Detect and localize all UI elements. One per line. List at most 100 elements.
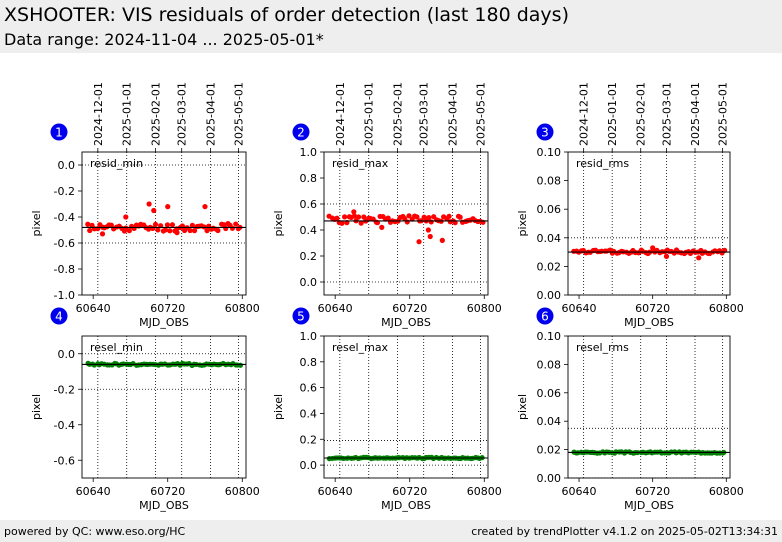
data-point <box>351 213 358 219</box>
data-point <box>189 222 195 228</box>
y-tick-label: 0.00 <box>537 289 562 302</box>
panel-badge-number: 4 <box>55 310 63 324</box>
x-tick-label: 60640 <box>562 302 597 315</box>
y-tick-label: 0.8 <box>300 356 318 369</box>
data-point <box>87 227 93 234</box>
data-point <box>169 222 176 228</box>
data-point-outlier <box>165 204 171 210</box>
plot-frame <box>323 335 489 479</box>
data-point <box>426 215 432 221</box>
y-tick-label: 0.04 <box>537 415 562 428</box>
panel-badge-number: 3 <box>541 126 549 140</box>
data-point-outlier <box>439 237 445 243</box>
y-tick-label: -0.4 <box>54 419 75 432</box>
chart-panel-3: 0.00 0.02 0.04 0.06 0.08 0.10 60640 60720 60800 M… <box>516 82 744 329</box>
panel-label: resid_min <box>90 157 143 170</box>
y-tick-label: 0.00 <box>537 472 562 485</box>
y-tick-label: 0.08 <box>537 175 562 188</box>
date-tick-label: 2025-03-01 <box>176 82 189 146</box>
x-tick-label: 60800 <box>467 302 502 315</box>
y-tick-label: -0.6 <box>54 454 75 467</box>
x-tick-label: 60800 <box>225 485 260 498</box>
data-point <box>167 228 173 234</box>
data-point <box>358 220 364 226</box>
date-tick-label: 2025-01-01 <box>606 82 619 146</box>
x-tick-label: 60640 <box>76 485 111 498</box>
date-tick-label: 2025-04-01 <box>689 82 702 146</box>
date-tick-label: 2025-04-01 <box>205 82 218 146</box>
x-tick-label: 60640 <box>562 485 597 498</box>
date-tick-label: 2025-03-01 <box>660 82 673 146</box>
data-point-outlier <box>202 204 208 210</box>
data-point-outlier <box>379 224 385 230</box>
date-tick-label: 2025-02-01 <box>150 82 163 146</box>
x-tick-label: 60800 <box>709 485 744 498</box>
date-tick-label: 2025-04-01 <box>447 82 460 146</box>
data-point <box>446 213 452 219</box>
panel-label: resel_min <box>90 341 143 354</box>
x-tick-label: 60720 <box>150 485 185 498</box>
header-bar: XSHOOTER: VIS residuals of order detecti… <box>0 0 782 53</box>
panel-badge <box>536 123 554 141</box>
data-range-subtitle: Data range: 2024-11-04 ... 2025-05-01* <box>4 30 324 49</box>
plot-frame <box>81 335 247 479</box>
panel-badge <box>536 307 554 325</box>
x-tick-label: 60800 <box>709 302 744 315</box>
data-point <box>237 362 244 368</box>
y-axis-label: pixel <box>30 210 43 236</box>
date-tick-label: 2025-03-01 <box>418 82 431 146</box>
y-tick-label: 0.0 <box>300 276 318 289</box>
data-point-outlier <box>146 201 152 207</box>
data-point <box>152 221 159 228</box>
x-tick-label: 60640 <box>76 302 111 315</box>
data-point <box>339 220 345 226</box>
data-point <box>85 221 91 227</box>
panel-badge-number: 5 <box>297 310 305 324</box>
data-point-outlier <box>696 255 702 261</box>
date-tick-label: 2024-12-01 <box>92 82 105 146</box>
date-tick-label: 2025-02-01 <box>635 82 648 146</box>
x-tick-label: 60640 <box>318 485 353 498</box>
plot-frame <box>567 151 731 296</box>
y-tick-label: 0.10 <box>537 330 562 343</box>
chart-panel-2: 0.0 0.2 0.4 0.6 0.8 1.0 60640 60720 60800 MJD_OBS… <box>272 82 502 329</box>
data-point <box>404 219 410 225</box>
date-tick-label: 2025-05-01 <box>475 82 488 146</box>
page-title: XSHOOTER: VIS residuals of order detecti… <box>4 4 569 26</box>
date-tick-label: 2024-12-01 <box>334 82 347 146</box>
data-point-outlier <box>650 245 656 251</box>
date-tick-label: 2024-12-01 <box>578 82 591 146</box>
data-point-outlier <box>151 207 157 214</box>
y-axis-label: pixel <box>272 394 285 420</box>
x-tick-label: 60720 <box>150 302 185 315</box>
y-tick-label: 0.02 <box>537 260 562 273</box>
x-tick-label: 60640 <box>318 302 353 315</box>
data-point <box>204 228 210 234</box>
data-point <box>223 225 229 232</box>
panel-label: resel_rms <box>576 341 629 354</box>
panel-badge-number: 2 <box>297 126 305 140</box>
panel-badge <box>292 307 310 325</box>
y-tick-label: -1.0 <box>54 289 75 302</box>
data-point <box>406 213 412 219</box>
data-point-outlier <box>351 209 357 215</box>
x-axis-label: MJD_OBS <box>381 499 431 512</box>
chart-panel-5: 0.0 0.2 0.4 0.6 0.8 1.0 60640 60720 60800 MJD_OBS… <box>272 307 502 512</box>
data-points <box>326 209 486 245</box>
y-tick-label: 0.08 <box>537 358 562 371</box>
x-axis-label: MJD_OBS <box>624 499 674 512</box>
data-point <box>233 221 239 227</box>
panel-badge-number: 1 <box>55 126 63 140</box>
panel-label: resid_rms <box>576 157 629 170</box>
footer-created-by: created by trendPlotter v4.1.2 on 2025-0… <box>471 525 778 538</box>
y-tick-label: 0.10 <box>537 146 562 159</box>
x-axis-label: MJD_OBS <box>381 316 431 329</box>
x-tick-label: 60720 <box>635 302 670 315</box>
panel-badge <box>292 123 310 141</box>
date-tick-label: 2025-01-01 <box>363 82 376 146</box>
data-point <box>402 215 408 222</box>
y-tick-label: 0.0 <box>300 459 318 472</box>
